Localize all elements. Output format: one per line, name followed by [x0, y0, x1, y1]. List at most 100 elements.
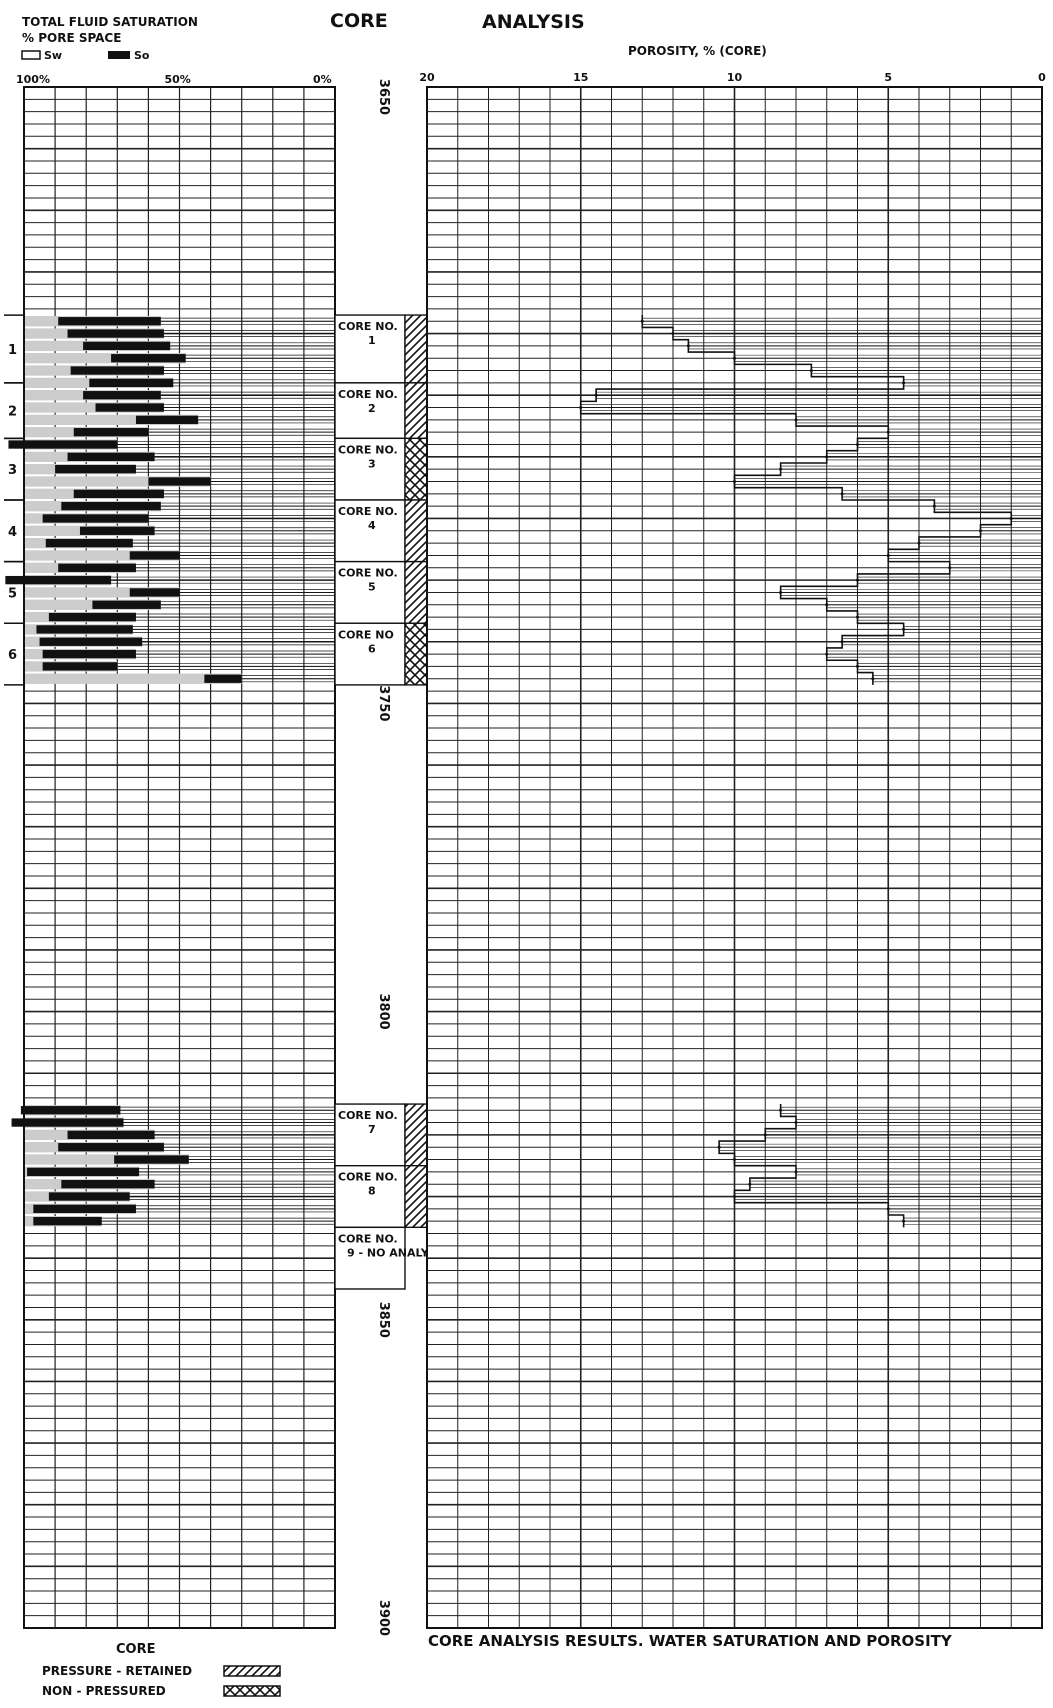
porosity-line [718, 1104, 905, 1228]
so-bar [58, 563, 136, 572]
so-bar [73, 428, 149, 437]
saturation-tick-label: 50% [165, 73, 191, 86]
so-bar [48, 612, 136, 622]
legend-non-pressured-label: NON - PRESSURED [42, 1684, 166, 1698]
so-bar [11, 1118, 124, 1127]
core-type-swatch [404, 499, 428, 563]
core-side-label: 5 [8, 586, 17, 601]
depth-tick-label: 3650 [376, 79, 391, 115]
sw-bar [25, 673, 242, 684]
core-side-markers: 1 2 3 4 5 6 [4, 314, 24, 686]
saturation-subtitle: % PORE SPACE [22, 31, 121, 45]
core-type-swatch [404, 382, 428, 440]
so-bar [48, 1192, 130, 1201]
core-label: CORE NO. [338, 567, 398, 580]
core-type-swatch [404, 622, 428, 686]
so-bar [39, 637, 143, 646]
so-bar [42, 514, 149, 523]
so-bar [73, 489, 164, 498]
core-type-swatch [404, 1164, 428, 1229]
core-number: 6 [368, 642, 376, 655]
so-bar [79, 526, 155, 535]
sw-bar [25, 550, 180, 561]
so-bar [67, 329, 164, 338]
so-legend-label: So [134, 49, 150, 62]
so-bar [45, 538, 133, 548]
core-number: 3 [368, 457, 376, 470]
so-bar [92, 600, 161, 609]
so-bar [67, 1130, 155, 1140]
so-bar [27, 1167, 140, 1177]
so-bar [70, 366, 164, 375]
porosity-tick-label: 0 [1038, 71, 1046, 84]
saturation-bars [5, 316, 335, 1227]
saturation-tick-labels: 100% 50% 0% [16, 73, 332, 86]
core-interval-box [334, 314, 406, 384]
core-side-label: 4 [8, 525, 17, 540]
so-bar [89, 378, 174, 388]
core-number: 8 [368, 1185, 376, 1198]
so-bar [83, 391, 161, 400]
legend-pressure-retained-label: PRESSURE - RETAINED [42, 1664, 192, 1678]
so-bar [95, 403, 164, 412]
porosity-series [579, 315, 1042, 1228]
so-bar [58, 1143, 164, 1152]
core-label: CORE NO. [338, 505, 398, 518]
porosity-tick-label: 15 [573, 71, 588, 84]
core-number: 5 [368, 581, 376, 594]
core-label: CORE NO. [338, 388, 398, 401]
porosity-tick-label: 5 [884, 71, 892, 84]
core-side-label: 1 [8, 343, 17, 358]
core-label: CORE NO. [338, 320, 398, 333]
so-bar [129, 551, 180, 560]
sw-legend-swatch [21, 50, 41, 60]
depth-tick-label: 3850 [376, 1302, 391, 1338]
so-bar [42, 649, 136, 659]
so-bar [61, 1180, 155, 1189]
depth-tick-label: 3750 [376, 685, 391, 721]
core-label: CORE NO. [338, 1232, 398, 1245]
core-number: 1 [368, 334, 376, 347]
so-bar [58, 317, 161, 326]
core-number: 2 [368, 402, 376, 415]
saturation-tick-label: 100% [16, 73, 50, 86]
so-bar [20, 1106, 121, 1115]
sw-bar [25, 476, 211, 487]
core-label: CORE NO. [338, 443, 398, 456]
depth-tick-label: 3800 [376, 994, 391, 1030]
core-label: CORE NO [338, 628, 394, 641]
porosity-line [579, 315, 1013, 685]
results-title: CORE ANALYSIS RESULTS. WATER SATURATION … [428, 1632, 953, 1650]
so-bar [5, 575, 112, 585]
depth-tick-label: 3900 [376, 1600, 391, 1636]
sw-bar [25, 414, 199, 426]
so-legend-swatch [108, 51, 130, 59]
saturation-title: TOTAL FLUID SATURATION [22, 15, 198, 29]
title-core: CORE [330, 10, 388, 32]
core-side-label: 3 [8, 463, 17, 478]
sw-bar [25, 402, 164, 413]
so-bar [129, 588, 180, 597]
porosity-tick-label: 10 [727, 71, 743, 84]
core-side-label: 6 [8, 648, 17, 663]
sw-bar [25, 1154, 189, 1165]
so-bar [114, 1155, 189, 1164]
title-analysis: ANALYSIS [482, 11, 585, 33]
porosity-axis-title: POROSITY, % (CORE) [628, 44, 767, 58]
core-type-swatch [404, 437, 428, 501]
so-bar [36, 625, 133, 634]
so-bar [135, 415, 199, 425]
core-number: 7 [368, 1123, 376, 1136]
porosity-grid [426, 86, 1043, 1629]
core-number: 4 [368, 519, 376, 532]
core-interval-box [334, 1164, 406, 1229]
so-bar [83, 341, 171, 351]
porosity-tick-labels: 20 15 10 5 0 [419, 71, 1046, 84]
saturation-tick-label: 0% [313, 73, 332, 86]
legend-pressure-retained-swatch [223, 1665, 281, 1677]
core-interval-box [334, 560, 406, 624]
sw-bar [25, 353, 186, 364]
core-interval-box [334, 1226, 406, 1290]
